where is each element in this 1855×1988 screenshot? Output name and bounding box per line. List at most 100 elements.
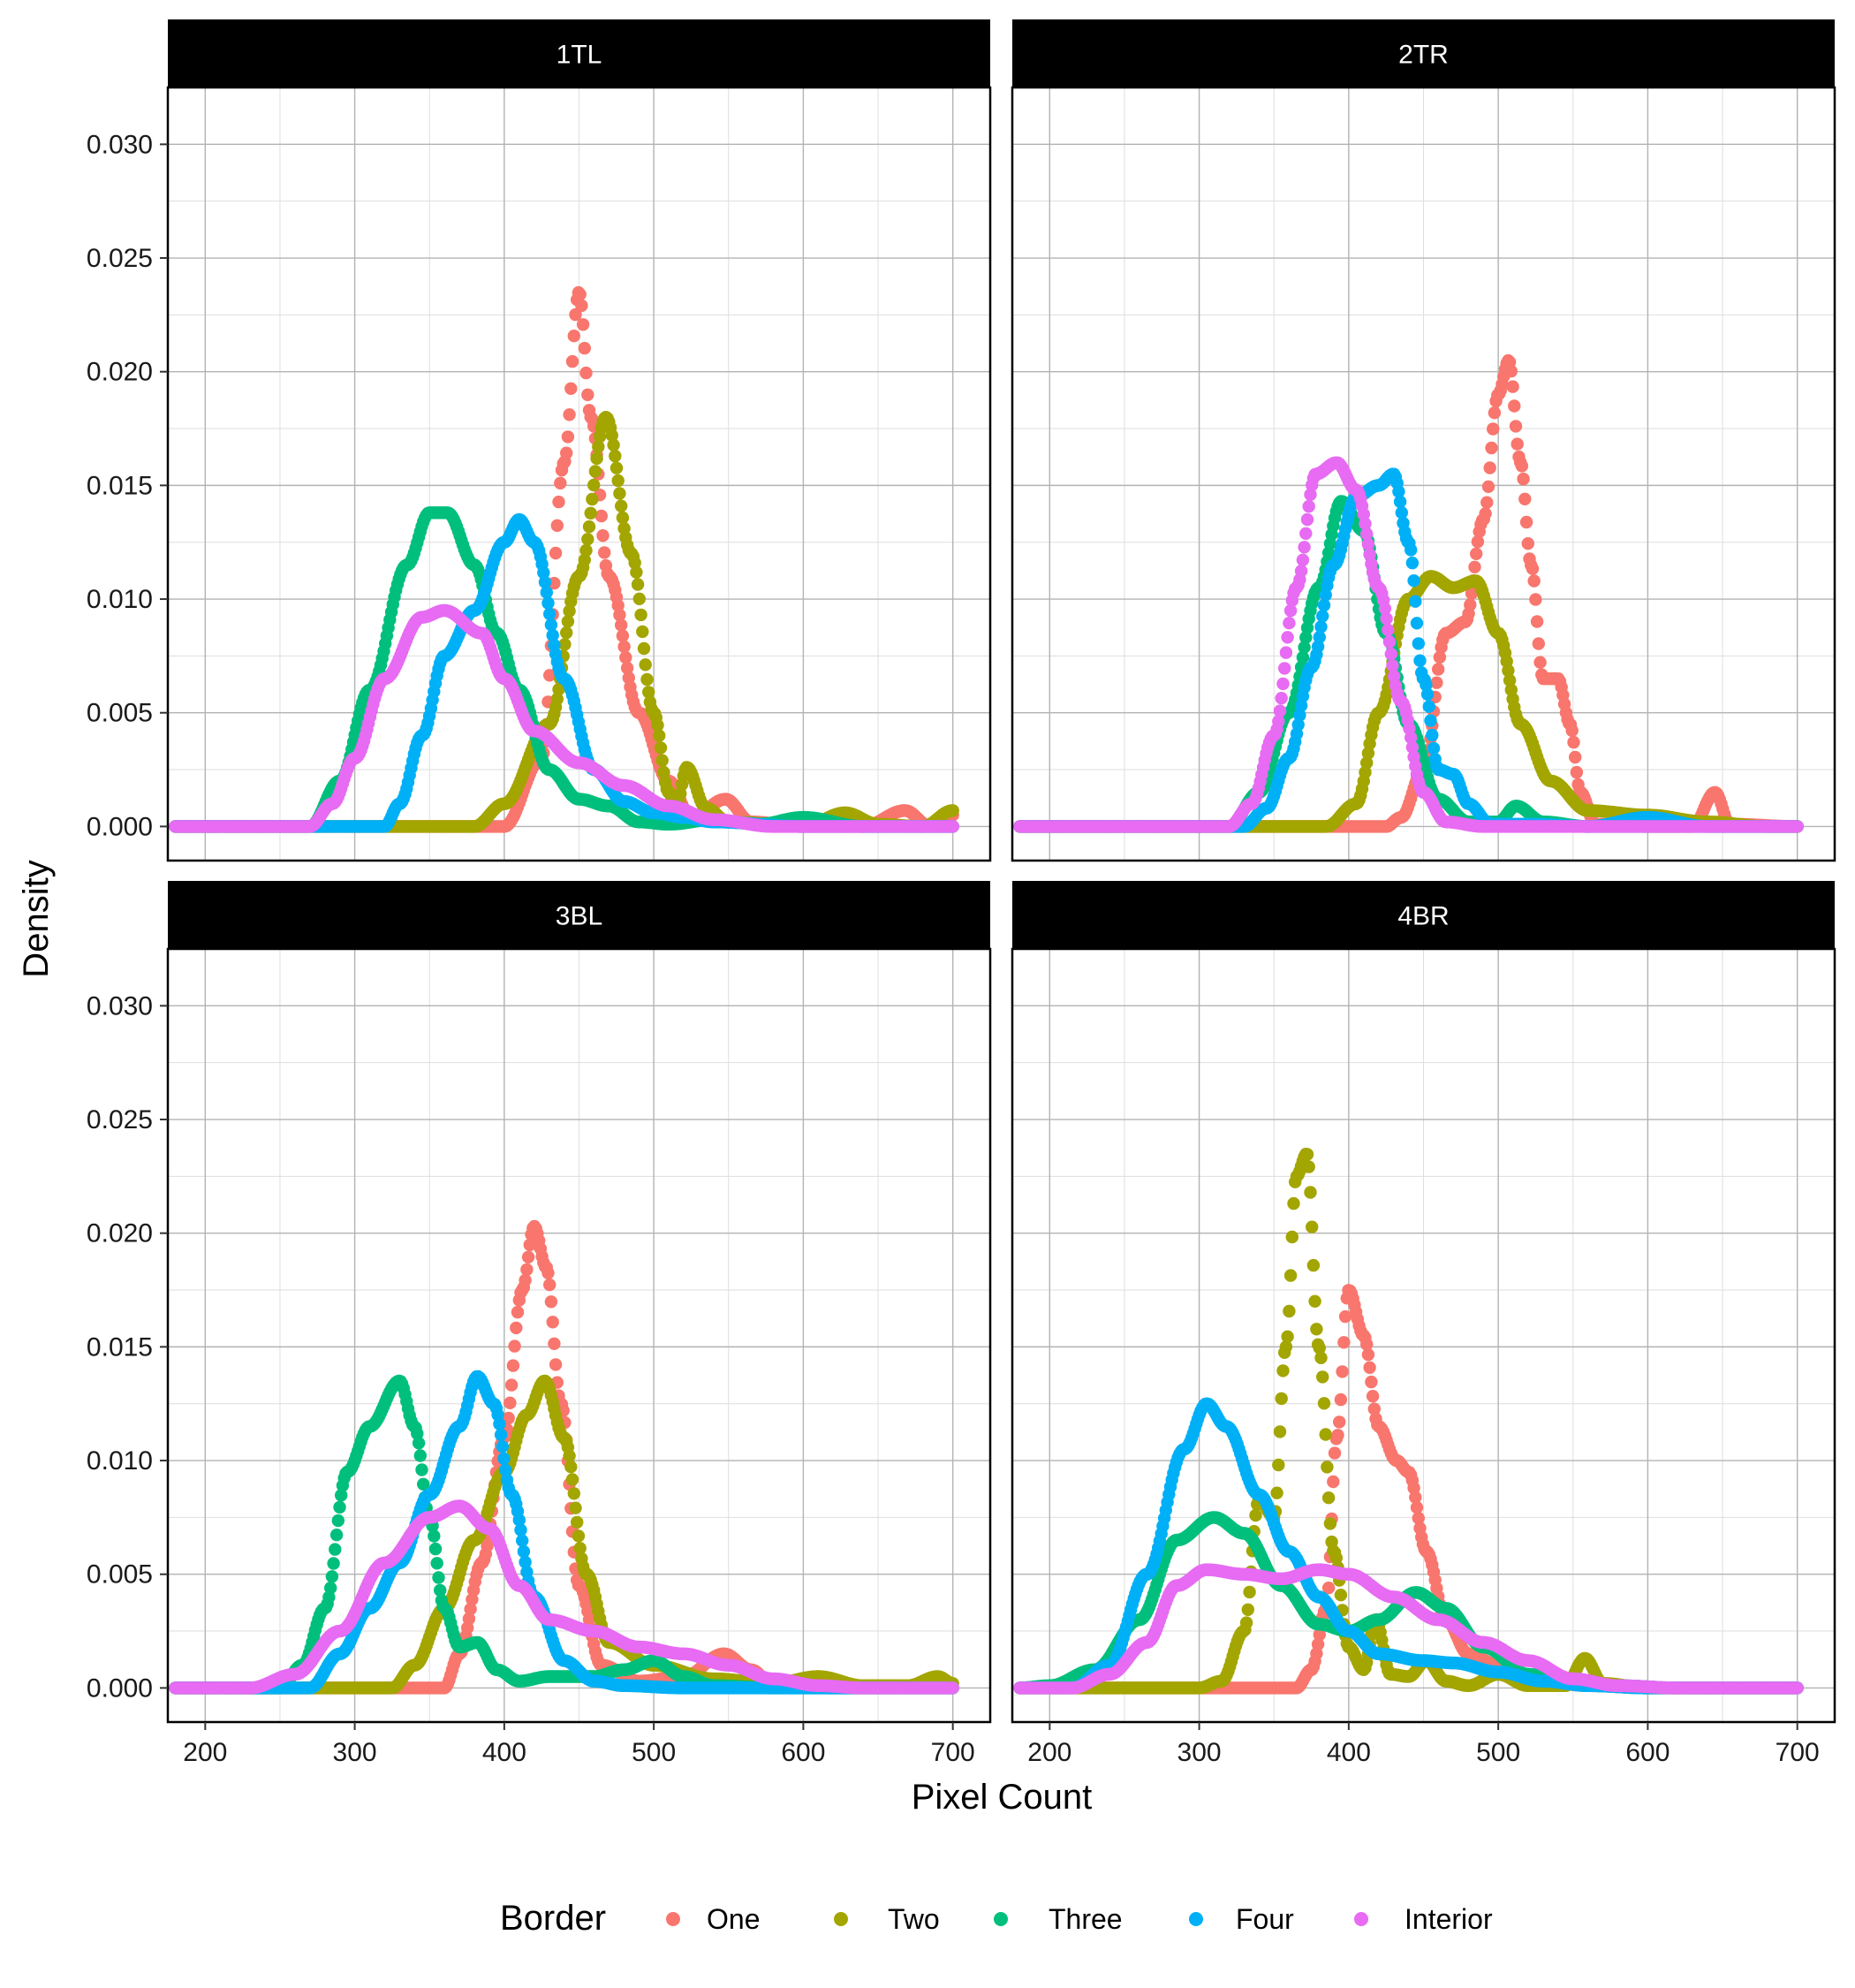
data-point — [611, 474, 625, 488]
data-point — [560, 446, 573, 459]
data-point — [1314, 620, 1328, 634]
data-point — [615, 499, 628, 512]
data-point — [1567, 735, 1580, 749]
data-point — [946, 820, 959, 833]
data-point — [1515, 459, 1529, 473]
data-point — [576, 318, 590, 331]
data-point — [657, 765, 670, 779]
data-point — [1404, 543, 1418, 557]
data-point — [1521, 537, 1535, 550]
data-point — [563, 604, 576, 618]
data-point — [605, 429, 618, 442]
panels-layer: 1TL0.0000.0050.0100.0150.0200.0250.0302T… — [87, 19, 1836, 1767]
data-point — [637, 641, 651, 656]
data-point — [613, 487, 626, 500]
data-point — [561, 615, 575, 628]
data-point — [573, 288, 587, 301]
data-point — [592, 440, 605, 453]
data-point — [1294, 565, 1308, 578]
data-point — [630, 565, 643, 579]
data-point — [1529, 593, 1542, 606]
data-point — [578, 553, 591, 566]
data-point — [598, 546, 611, 559]
data-point — [611, 599, 625, 612]
data-point — [587, 478, 601, 492]
data-point — [581, 388, 594, 401]
data-point — [564, 382, 578, 395]
data-point — [552, 495, 565, 509]
data-point — [567, 330, 580, 343]
data-point — [540, 586, 553, 599]
data-point — [563, 408, 576, 421]
data-point — [548, 576, 561, 590]
data-point — [1533, 656, 1547, 669]
y-tick-label: 0.015 — [87, 471, 153, 500]
data-point — [552, 683, 565, 696]
data-point — [558, 638, 572, 651]
data-point — [1430, 676, 1443, 689]
data-point — [1278, 662, 1291, 675]
data-point — [1479, 507, 1492, 520]
data-point — [1426, 728, 1439, 742]
y-tick-label: 0.020 — [87, 358, 153, 387]
data-point — [1483, 461, 1496, 474]
data-point — [1407, 574, 1420, 588]
data-point — [610, 461, 624, 474]
data-point — [1427, 741, 1441, 755]
data-point — [1480, 496, 1494, 509]
data-point — [1273, 704, 1287, 717]
data-point — [1382, 623, 1395, 637]
data-point — [575, 299, 588, 313]
data-point — [655, 754, 669, 767]
data-point — [1393, 495, 1407, 509]
data-point — [631, 578, 645, 591]
data-point — [588, 465, 602, 478]
y-tick-label: 0.025 — [87, 244, 153, 273]
data-point — [1509, 420, 1523, 433]
facet-strip — [168, 19, 990, 87]
data-point — [1517, 472, 1530, 486]
data-point — [543, 669, 556, 682]
data-point — [543, 607, 556, 621]
data-point — [550, 519, 564, 532]
data-point — [615, 618, 628, 632]
data-point — [1565, 724, 1579, 738]
data-point — [640, 672, 654, 687]
data-point — [654, 741, 668, 755]
y-tick-label: 0.030 — [87, 130, 153, 159]
data-point — [1468, 560, 1481, 573]
data-point — [1386, 659, 1399, 672]
data-point — [1518, 492, 1532, 505]
data-point — [1380, 612, 1393, 626]
data-point — [1299, 527, 1313, 540]
grid-lines — [168, 87, 990, 861]
data-point — [946, 804, 959, 817]
data-point — [1422, 700, 1436, 713]
data-point — [1527, 574, 1541, 588]
data-point — [639, 658, 652, 672]
data-point — [1570, 765, 1584, 779]
data-point — [579, 543, 593, 558]
data-point — [1464, 598, 1477, 611]
data-point — [1275, 692, 1288, 705]
data-point — [653, 729, 666, 742]
panel-2tr: 2TR — [1011, 19, 1836, 862]
data-point — [560, 626, 573, 640]
data-point — [1384, 648, 1398, 661]
data-point — [1532, 637, 1546, 650]
data-point — [1298, 541, 1311, 554]
data-point — [616, 629, 630, 642]
data-point — [1508, 399, 1521, 413]
data-point — [1276, 677, 1290, 691]
data-point — [579, 366, 593, 380]
data-point — [561, 430, 575, 444]
data-point — [632, 592, 646, 605]
data-point — [1487, 422, 1500, 436]
data-point — [1316, 610, 1329, 623]
data-point — [590, 451, 603, 466]
y-tick-label: 0.000 — [87, 812, 153, 841]
data-point — [1488, 406, 1502, 420]
data-point — [651, 718, 664, 732]
